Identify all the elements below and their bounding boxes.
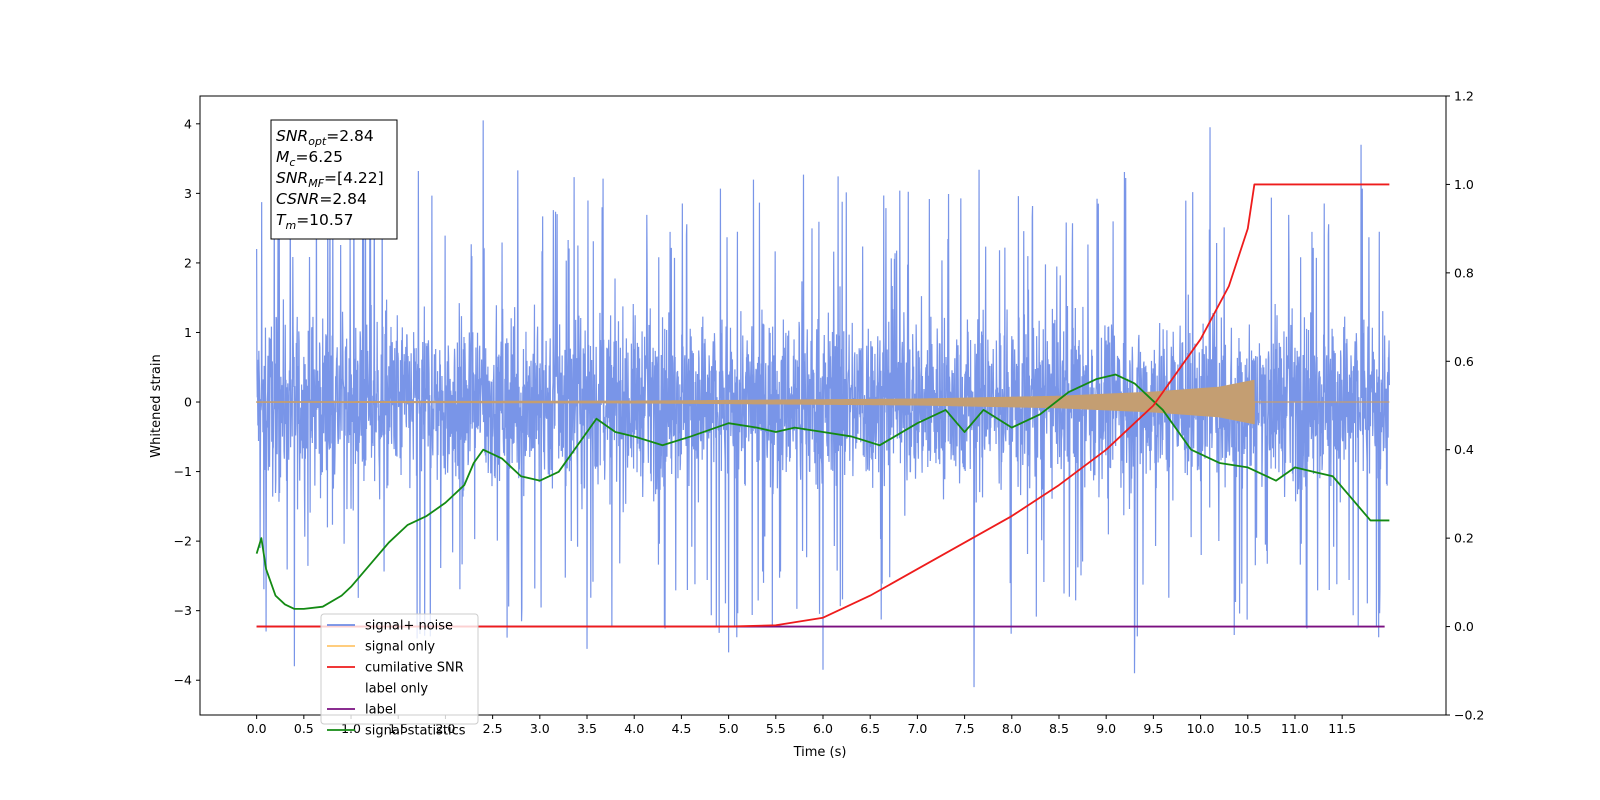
x-tick-label: 7.5 bbox=[955, 721, 975, 736]
y-left-tick-label: −3 bbox=[174, 603, 192, 618]
x-tick-label: 5.0 bbox=[719, 721, 739, 736]
x-tick-label: 2.0 bbox=[435, 721, 455, 736]
annotation-value: =[4.22] bbox=[324, 169, 384, 187]
legend-frame bbox=[320, 613, 479, 725]
annotation-value: =10.57 bbox=[296, 211, 353, 229]
x-axis: 0.0 0.5 1.0 1.5 2.0 2.5 3.0 3.5 4.0 4.5 5.0 5.5 6.0 6… bbox=[247, 715, 1356, 736]
series-signal-noise bbox=[256, 120, 1390, 688]
annotation-subscript: c bbox=[289, 156, 295, 169]
annotation-box: SNRopt=2.84Mc=6.25SNRMF=[4.22]CSNR=2.84T… bbox=[270, 119, 398, 240]
x-tick-label: 11.5 bbox=[1328, 721, 1356, 736]
legend-label: label bbox=[365, 703, 396, 718]
x-tick-label: 10.0 bbox=[1187, 721, 1215, 736]
y-axis-right: 1.2 1.0 0.8 0.6 0.4 0.2 0.0 −0.2 bbox=[1446, 89, 1484, 723]
annotation-line: Mc=6.25 bbox=[276, 148, 343, 169]
legend: signal+ noise signal only cumilative SNR la… bbox=[320, 613, 479, 739]
x-tick-label: 9.0 bbox=[1096, 721, 1116, 736]
annotation-subscript: MF bbox=[308, 177, 324, 190]
y-left-tick-label: 2 bbox=[184, 255, 192, 270]
x-tick-label: 0.5 bbox=[294, 721, 314, 736]
x-tick-label: 6.0 bbox=[813, 721, 833, 736]
annotation-symbol: SNR bbox=[276, 127, 308, 145]
signal-statistics-line bbox=[255, 373, 1390, 610]
y-left-tick-label: −4 bbox=[174, 673, 192, 688]
legend-label: label only bbox=[365, 682, 428, 697]
y-axis-left: 4 3 2 1 0 −1 −2 −3 −4 bbox=[174, 116, 200, 688]
signal-noise-line bbox=[256, 120, 1390, 688]
legend-label: signal only bbox=[365, 640, 435, 655]
cumulative-snr-line bbox=[256, 183, 1390, 628]
annotation-symbol: SNR bbox=[276, 169, 308, 187]
annotation-line: SNRopt=2.84 bbox=[276, 127, 374, 148]
y-right-tick-label: 1.2 bbox=[1454, 89, 1474, 104]
legend-label: signal+ noise bbox=[365, 619, 453, 634]
y-left-tick-label: −2 bbox=[174, 534, 192, 549]
x-tick-label: 4.0 bbox=[624, 721, 644, 736]
x-tick-label: 8.5 bbox=[1049, 721, 1069, 736]
x-tick-label: 7.0 bbox=[907, 721, 927, 736]
y-left-tick-label: 1 bbox=[184, 325, 192, 340]
x-axis-label: Time (s) bbox=[793, 745, 847, 760]
x-tick-label: 10.5 bbox=[1234, 721, 1262, 736]
x-tick-label: 9.5 bbox=[1143, 721, 1163, 736]
y-right-tick-label: 0.6 bbox=[1454, 354, 1474, 369]
y-left-tick-label: 0 bbox=[184, 395, 192, 410]
annotation-subscript: m bbox=[285, 219, 296, 232]
annotation-symbol: T bbox=[276, 211, 287, 229]
annotation-value: =2.84 bbox=[319, 190, 367, 208]
annotation-value: =2.84 bbox=[326, 127, 374, 145]
y-right-tick-label: 0.0 bbox=[1454, 619, 1474, 634]
y-right-tick-label: 1.0 bbox=[1454, 177, 1474, 192]
annotation-subscript: opt bbox=[308, 135, 327, 148]
y-right-tick-label: −0.2 bbox=[1454, 708, 1484, 723]
x-tick-label: 3.0 bbox=[530, 721, 550, 736]
x-tick-label: 5.5 bbox=[766, 721, 786, 736]
annotation-line: Tm=10.57 bbox=[276, 211, 354, 232]
x-tick-label: 8.0 bbox=[1002, 721, 1022, 736]
x-tick-label: 4.5 bbox=[671, 721, 691, 736]
legend-label: signal statistics bbox=[365, 724, 466, 739]
y-right-tick-label: 0.2 bbox=[1454, 531, 1474, 546]
x-tick-label: 0.0 bbox=[247, 721, 267, 736]
annotation-symbol: CSNR bbox=[276, 190, 319, 208]
y-left-tick-label: −1 bbox=[174, 464, 192, 479]
annotation-symbol: M bbox=[276, 148, 289, 166]
annotation-value: =6.25 bbox=[295, 148, 343, 166]
x-tick-label: 1.5 bbox=[388, 721, 408, 736]
y-axis-label: Whitened strain bbox=[149, 354, 164, 457]
x-tick-label: 1.0 bbox=[341, 721, 361, 736]
signal-only-line bbox=[256, 379, 1390, 425]
y-left-tick-label: 3 bbox=[184, 186, 192, 201]
x-tick-label: 3.5 bbox=[577, 721, 597, 736]
series-signal-only bbox=[256, 379, 1390, 425]
legend-label: cumilative SNR bbox=[365, 661, 464, 676]
y-right-tick-label: 0.8 bbox=[1454, 265, 1474, 280]
y-right-tick-label: 0.4 bbox=[1454, 442, 1474, 457]
annotation-line: SNRMF=[4.22] bbox=[276, 169, 384, 190]
x-tick-label: 6.5 bbox=[860, 721, 880, 736]
annotation-line: CSNR=2.84 bbox=[276, 190, 367, 208]
x-tick-label: 11.0 bbox=[1281, 721, 1309, 736]
y-left-tick-label: 4 bbox=[184, 116, 192, 131]
x-tick-label: 2.5 bbox=[483, 721, 503, 736]
annotation-box-frame bbox=[270, 119, 398, 240]
